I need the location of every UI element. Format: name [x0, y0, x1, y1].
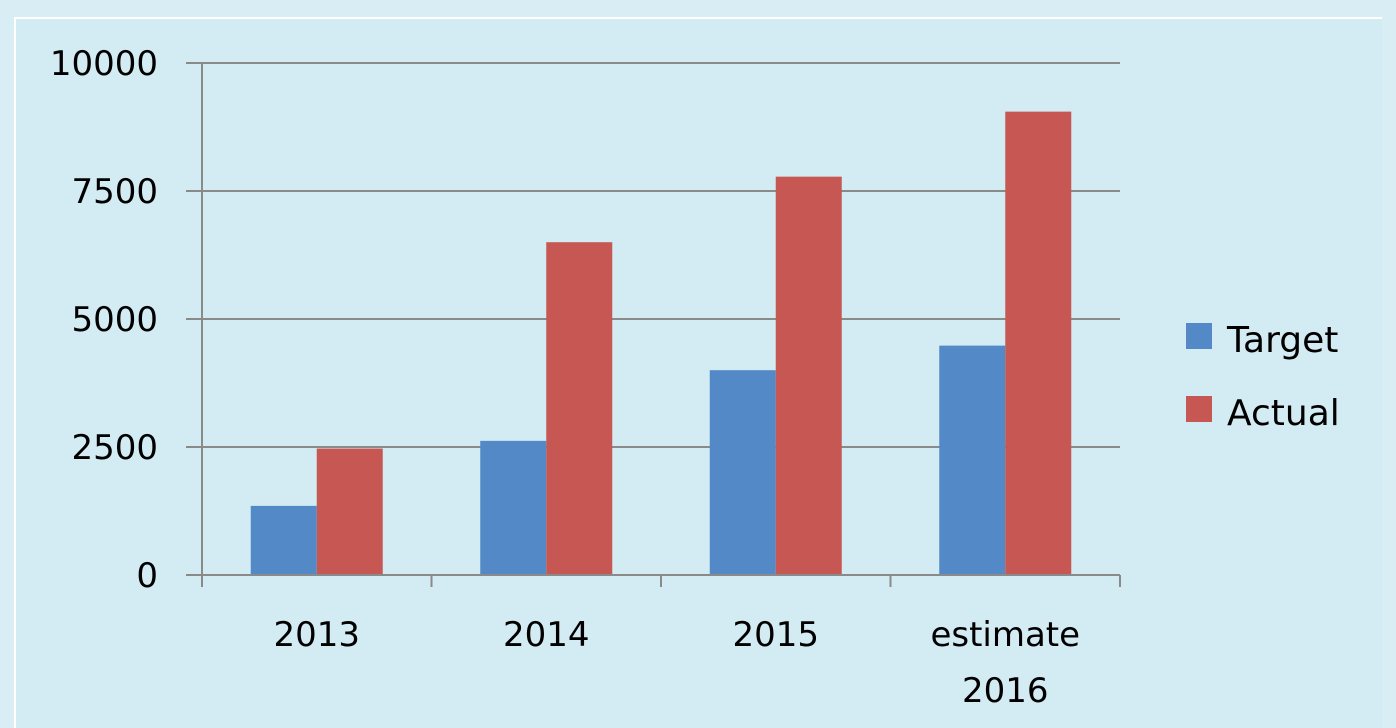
- y-tick-label: 0: [136, 556, 158, 596]
- bar-actual-2: [546, 242, 613, 575]
- y-axis-tick-labels: 0 2500 5000 7500 10000: [50, 44, 158, 596]
- legend-label-target: Target: [1226, 320, 1338, 361]
- x-tick-label: 2014: [503, 615, 590, 655]
- legend-swatch-target: [1186, 323, 1212, 349]
- legend-swatch-actual: [1186, 396, 1212, 422]
- bar-actual-3: [775, 176, 842, 575]
- legend-label-actual: Actual: [1227, 393, 1340, 434]
- x-tick-label: 2013: [273, 615, 360, 655]
- x-tick-label: 2016: [962, 671, 1049, 711]
- x-tick-label: estimate: [930, 615, 1080, 655]
- y-tick-label: 2500: [71, 428, 158, 468]
- chart-panel: [14, 17, 1382, 728]
- y-tick-label: 10000: [50, 44, 158, 84]
- x-tick-label: 2015: [732, 615, 819, 655]
- bar-target-1: [250, 505, 317, 575]
- y-tick-label: 5000: [71, 300, 158, 340]
- bar-target-4: [939, 345, 1006, 575]
- bar-target-3: [709, 370, 776, 575]
- bar-target-2: [480, 440, 547, 575]
- bars: [250, 111, 1072, 575]
- axes: [186, 62, 1121, 587]
- bar-actual-1: [316, 448, 383, 575]
- y-tick-label: 7500: [71, 172, 158, 212]
- x-axis-tick-labels: 2013 2014 2015 estimate 2016: [273, 615, 1080, 711]
- legend: Target Actual: [1186, 320, 1340, 434]
- bar-actual-4: [1005, 111, 1072, 575]
